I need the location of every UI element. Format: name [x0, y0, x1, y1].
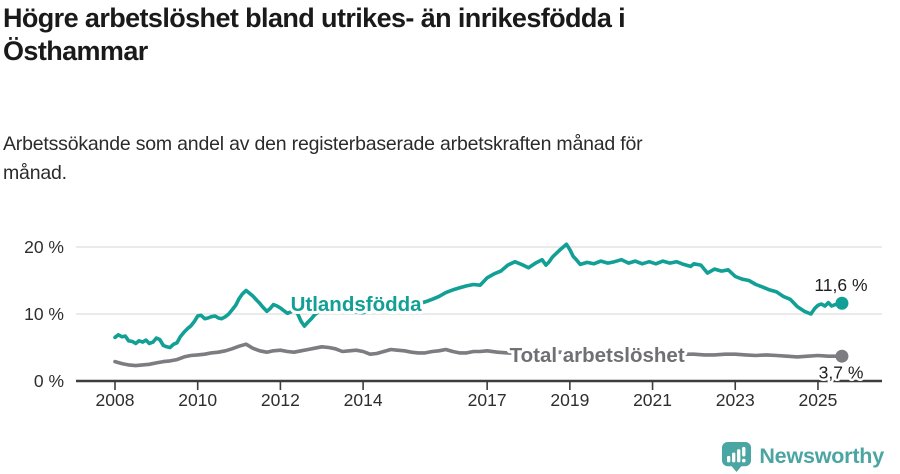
chart-title: Högre arbetslöshet bland utrikes- än inr… — [3, 3, 626, 66]
end-point-dot-total-arbetsl-shet — [835, 349, 849, 363]
series-label-utlandsf-dda: Utlandsfödda — [291, 293, 423, 316]
y-axis-tick-label: 10 % — [24, 304, 64, 324]
x-axis-tick-label: 2021 — [633, 390, 672, 410]
x-axis-tick-label: 2012 — [261, 390, 300, 410]
y-axis-tick-label: 0 % — [34, 371, 64, 391]
x-axis-tick-label: 2017 — [468, 390, 507, 410]
footer-branding: Newsworthy — [721, 441, 884, 472]
x-axis-tick-label: 2014 — [344, 390, 383, 410]
x-axis-tick-label: 2025 — [798, 390, 837, 410]
end-value-label-utlandsf-dda: 11,6 % — [814, 275, 867, 295]
chart-subtitle: Arbetssökande som andel av den registerb… — [3, 133, 643, 184]
series-line-utlandsf-dda — [113, 242, 844, 350]
y-axis-tick-label: 20 % — [24, 237, 64, 257]
line-chart: 0 % 10 % 20 % 2008 2010 2012 2014 2017 2019 2021 2… — [0, 222, 900, 422]
newsworthy-pin-barchart-icon — [721, 441, 752, 472]
end-point-dot-utlandsf-dda — [835, 296, 849, 310]
series-label-total-arbetsl-shet: Total arbetslöshet — [510, 344, 685, 367]
line-chart-canvas: 0 % 10 % 20 % 2008 2010 2012 2014 2017 2019 2021 2… — [24, 237, 882, 410]
x-axis-tick-label: 2010 — [178, 390, 217, 410]
x-axis-tick-label: 2008 — [96, 390, 135, 410]
newsworthy-wordmark: Newsworthy — [759, 444, 884, 468]
x-axis-tick-label: 2019 — [550, 390, 589, 410]
x-axis-tick-label: 2023 — [716, 390, 755, 410]
series-line-total-arbetsl-shet — [113, 342, 844, 368]
end-value-label-total-arbetsl-shet: 3,7 % — [819, 363, 864, 383]
